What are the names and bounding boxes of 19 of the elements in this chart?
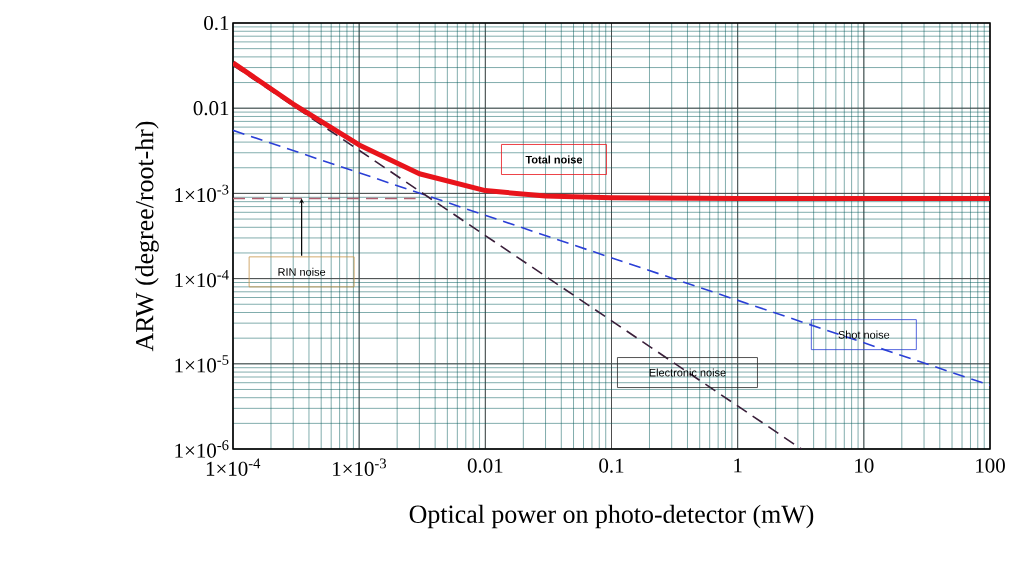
y-tick-label: 1×10$^{-3}$ xyxy=(175,184,229,203)
x-axis-title: Optical power on photo-detector (mW) xyxy=(409,504,814,529)
series-label: Electronic noise xyxy=(649,368,726,377)
y-tick-label: 1×10$^{-6}$ xyxy=(175,440,229,458)
y-axis-title: ARW (degree/root-hr) xyxy=(135,121,159,352)
x-tick-label: 10 xyxy=(855,458,874,473)
x-tick-label: 1×10$^{-3}$ xyxy=(333,458,387,476)
series-label: Shot noise xyxy=(838,330,890,339)
x-tick-label: 1×10$^{-4}$ xyxy=(206,458,261,476)
text: Total noise xyxy=(525,155,583,164)
x-tick-label: 0.01 xyxy=(467,458,503,473)
x-tick-label: 100 xyxy=(976,458,1005,473)
y-tick-label: 0.01 xyxy=(193,101,229,116)
x-tick-label: 0.1 xyxy=(599,458,624,473)
x-tick-label: 1 xyxy=(734,458,742,473)
y-tick-label: 1×10$^{-4}$ xyxy=(175,269,229,288)
text: RIN noise xyxy=(278,267,326,276)
y-tick-label: 1×10$^{-5}$ xyxy=(175,355,229,373)
y-tick-label: 0.1 xyxy=(204,15,229,31)
